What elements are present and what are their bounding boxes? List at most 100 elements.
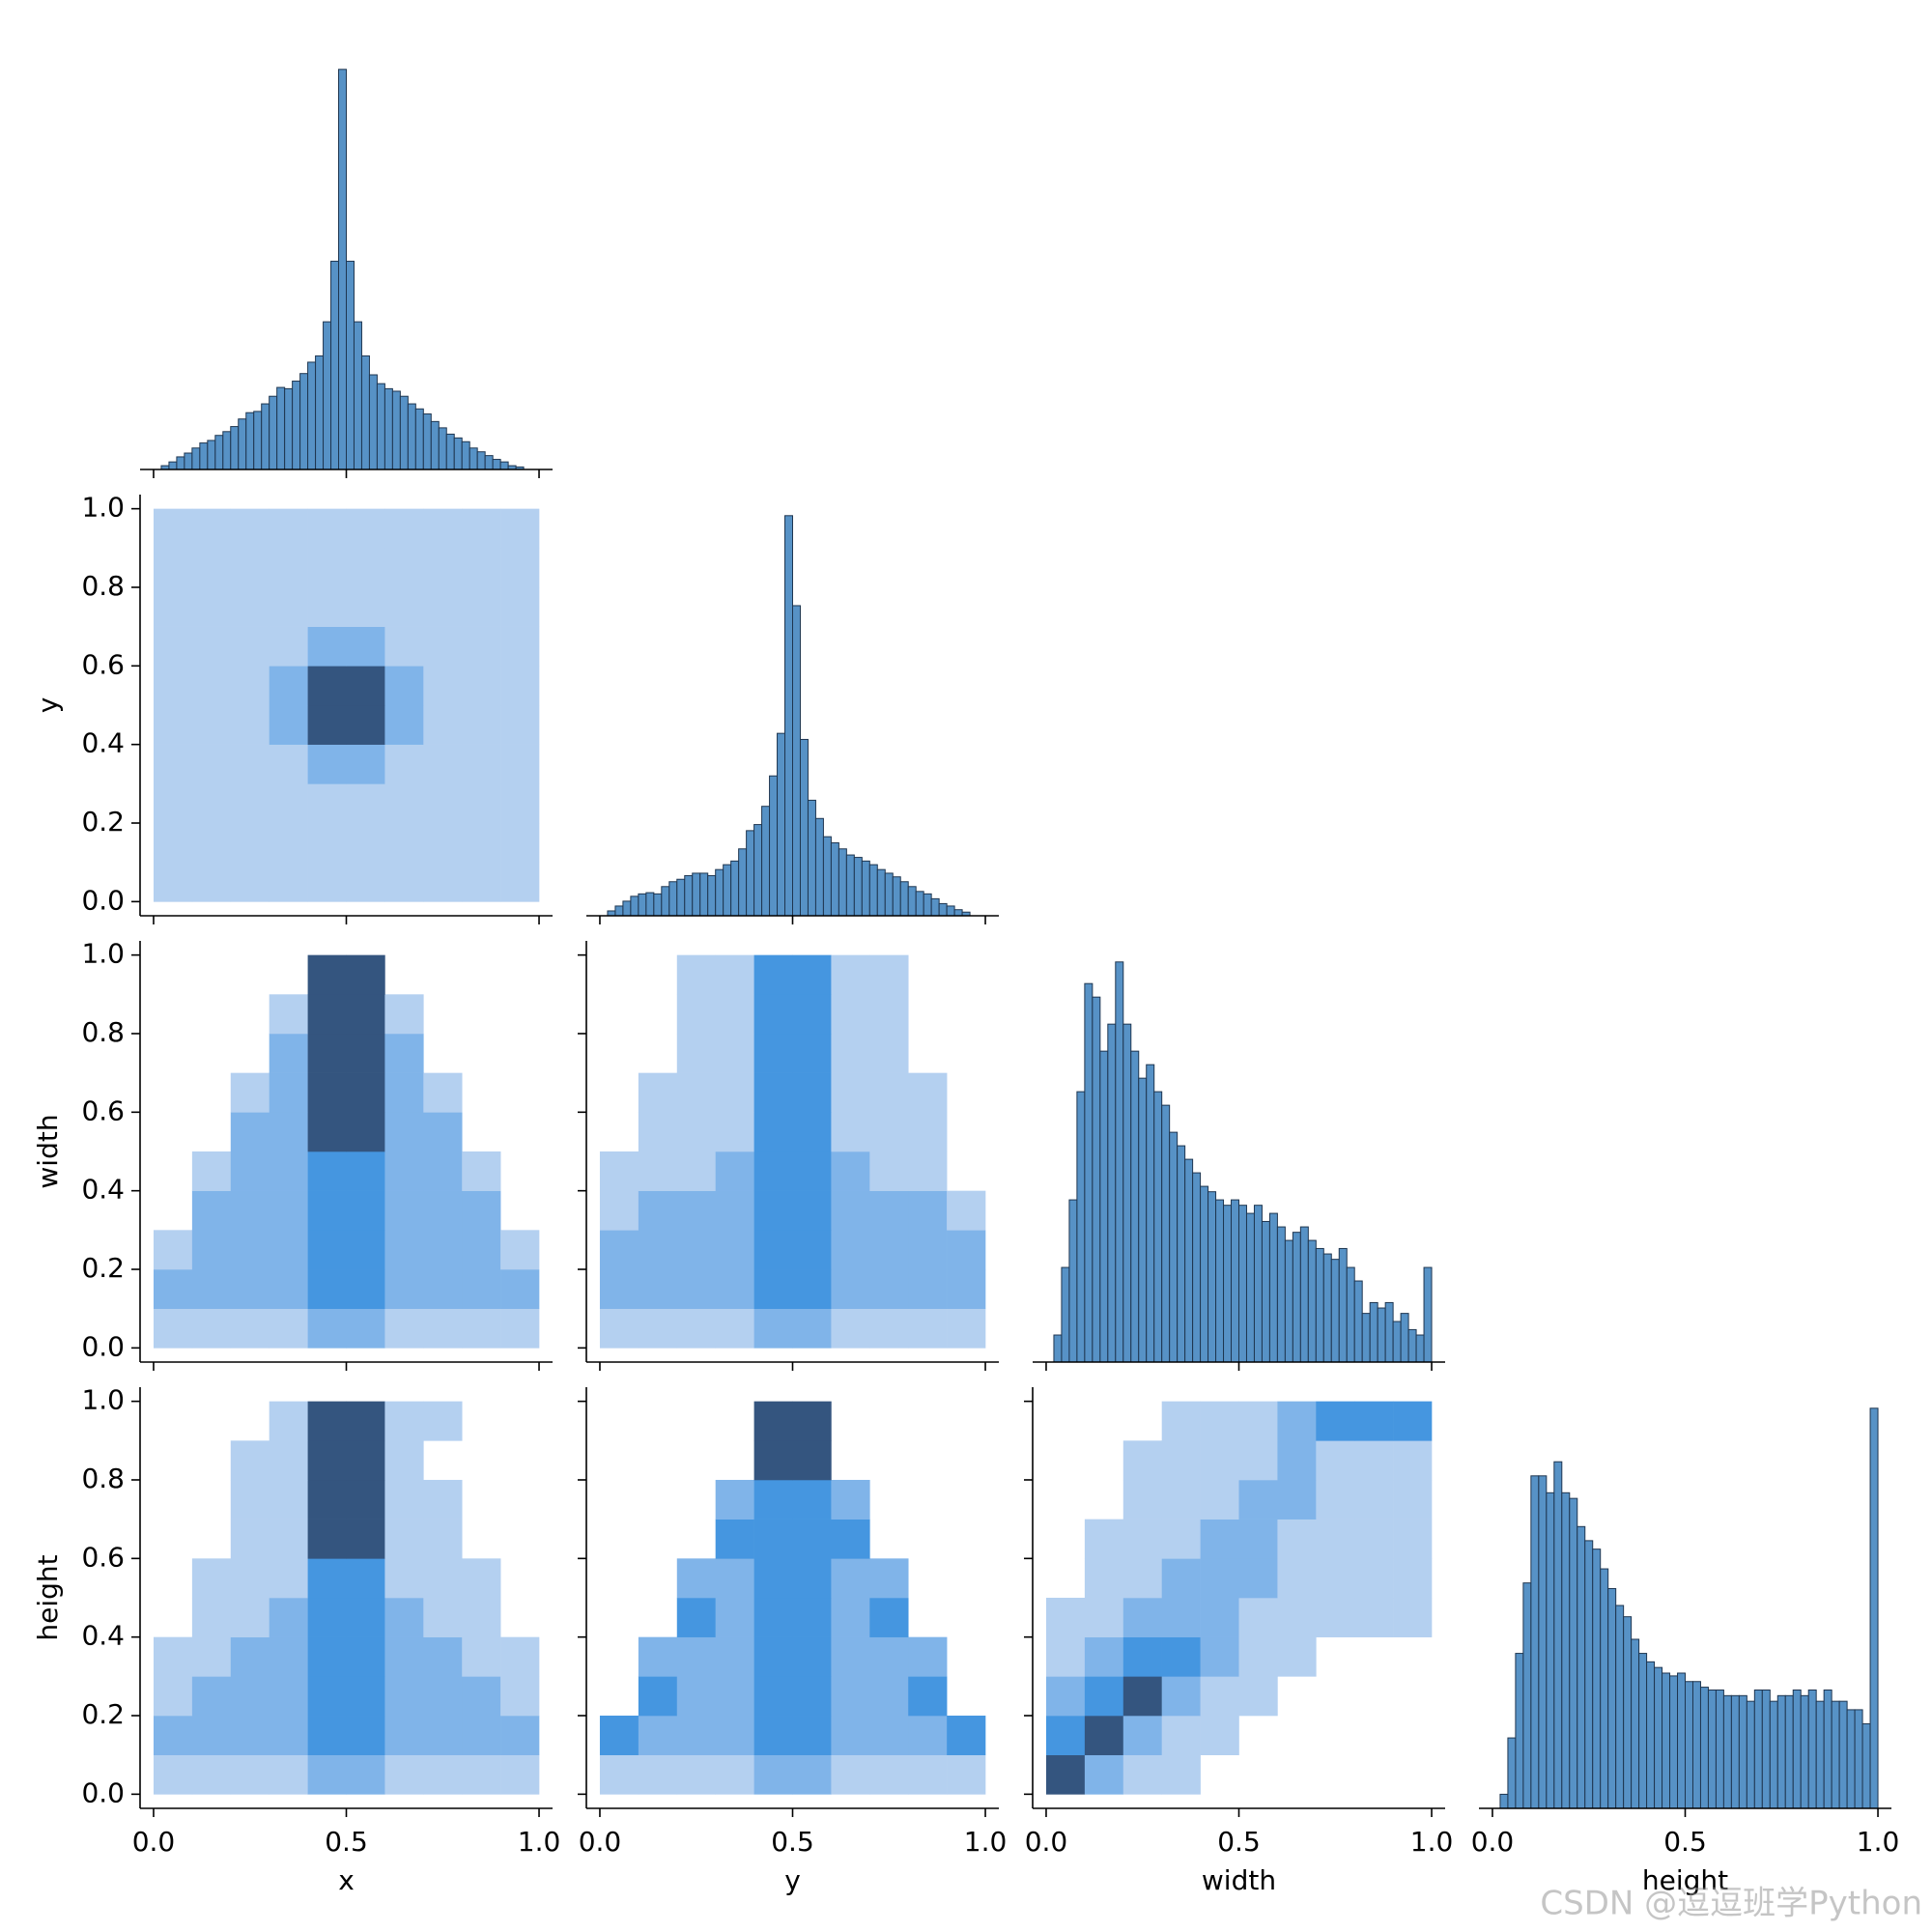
bar [1153, 1091, 1163, 1363]
bar [1507, 1737, 1517, 1809]
heat-cell [384, 1112, 424, 1152]
heat-cell [423, 666, 463, 706]
heat-cell [947, 1676, 985, 1716]
heat-cell [307, 1190, 347, 1231]
heat-cell [1238, 1558, 1278, 1599]
y-tick-label: 0.8 [81, 570, 125, 602]
bar [1662, 1672, 1671, 1809]
heat-cell [346, 1230, 385, 1270]
heat-cell [831, 954, 870, 995]
heat-cell [869, 1402, 908, 1441]
heat-cell [384, 1308, 424, 1349]
bar [1361, 1313, 1371, 1363]
x-axis-label: y [784, 1864, 801, 1896]
heat-cell [831, 1072, 870, 1113]
bar [1261, 1220, 1270, 1363]
heat-cell [269, 626, 308, 667]
y-tick-label: 0.4 [81, 727, 125, 759]
bar [1161, 1104, 1171, 1363]
heat-cell [1354, 1755, 1393, 1795]
bar [1238, 1205, 1247, 1363]
bar [1169, 1131, 1179, 1363]
heat-cell [191, 1269, 232, 1309]
heat-cell [1122, 1676, 1162, 1717]
bar [430, 420, 440, 470]
heat-cell [676, 1716, 716, 1755]
heat-cell [346, 1308, 385, 1349]
y-tick-label: 0.8 [81, 1463, 125, 1494]
bar [1592, 1548, 1602, 1809]
bar [1146, 1064, 1155, 1363]
bar [1631, 1638, 1640, 1809]
heat-cell [462, 1402, 500, 1441]
heat-cell [346, 586, 385, 627]
heat-cell [947, 955, 985, 995]
heat-cell [462, 862, 501, 902]
heat-cell [462, 1716, 501, 1755]
heat-cell [1277, 1636, 1317, 1677]
heat-cell [346, 1716, 385, 1755]
heat-cell [676, 1072, 716, 1113]
heat-cell [423, 1636, 463, 1677]
heat-cell [869, 1716, 909, 1755]
bar [1299, 1226, 1309, 1363]
bar [1738, 1694, 1747, 1809]
heat-cell [230, 508, 270, 549]
heat-cell [1354, 1676, 1393, 1716]
heat-cell [307, 1754, 347, 1795]
heat-cell [715, 1308, 754, 1349]
bar [1776, 1694, 1786, 1809]
heat-cell [1201, 1755, 1239, 1795]
heat-cell [500, 1440, 539, 1480]
heat-cell [677, 1440, 716, 1480]
heat-cell [307, 508, 347, 549]
bar [822, 836, 832, 917]
y-tick-label: 0.2 [81, 1698, 125, 1730]
heat-cell [269, 586, 308, 627]
bar [391, 390, 401, 470]
heat-cell [307, 1676, 347, 1717]
heat-cell [269, 705, 308, 745]
y-tick-label: 0.4 [81, 1620, 125, 1652]
bar [1846, 1709, 1856, 1809]
bar [422, 413, 432, 470]
heat-cell [384, 1440, 424, 1481]
heat-cell [715, 1190, 754, 1231]
heat-cell [716, 1440, 754, 1480]
heat-cell [831, 1190, 870, 1231]
heat-cell [192, 1112, 231, 1151]
heat-cell [192, 1480, 231, 1520]
heat-cell [500, 1754, 540, 1795]
heat-cell [462, 1112, 500, 1151]
heat-cell [1239, 1716, 1278, 1755]
heat-cell [231, 1034, 270, 1073]
bar [245, 412, 255, 470]
heat-cell [831, 1716, 870, 1755]
heat-cell [1393, 1637, 1432, 1677]
heat-cell [1084, 1716, 1124, 1755]
x-tick-label: 0.0 [1471, 1826, 1515, 1858]
y-tick-label: 0.0 [81, 1330, 125, 1362]
heat-cell [1161, 1754, 1201, 1795]
heat-cell [869, 954, 909, 995]
heat-cell [462, 1151, 501, 1191]
heat-cell [153, 862, 193, 902]
heat-cell [346, 626, 385, 667]
bar [1115, 961, 1124, 1363]
heat-cell [869, 1308, 909, 1349]
heat-cell [599, 1754, 639, 1795]
bar [1823, 1689, 1833, 1809]
bar [645, 892, 655, 917]
heat-cell [154, 1112, 192, 1151]
heat-cell [307, 1308, 347, 1349]
bar [1200, 1185, 1209, 1363]
heat-cell [230, 1716, 270, 1755]
heat-cell [715, 1033, 754, 1073]
heat-cell [753, 1440, 793, 1481]
heat-cell [191, 862, 232, 902]
bar [1499, 1793, 1509, 1809]
heat-cell [1354, 1637, 1393, 1677]
bar [261, 403, 270, 470]
heat-cell [191, 1598, 232, 1637]
heat-cell [869, 1636, 909, 1677]
